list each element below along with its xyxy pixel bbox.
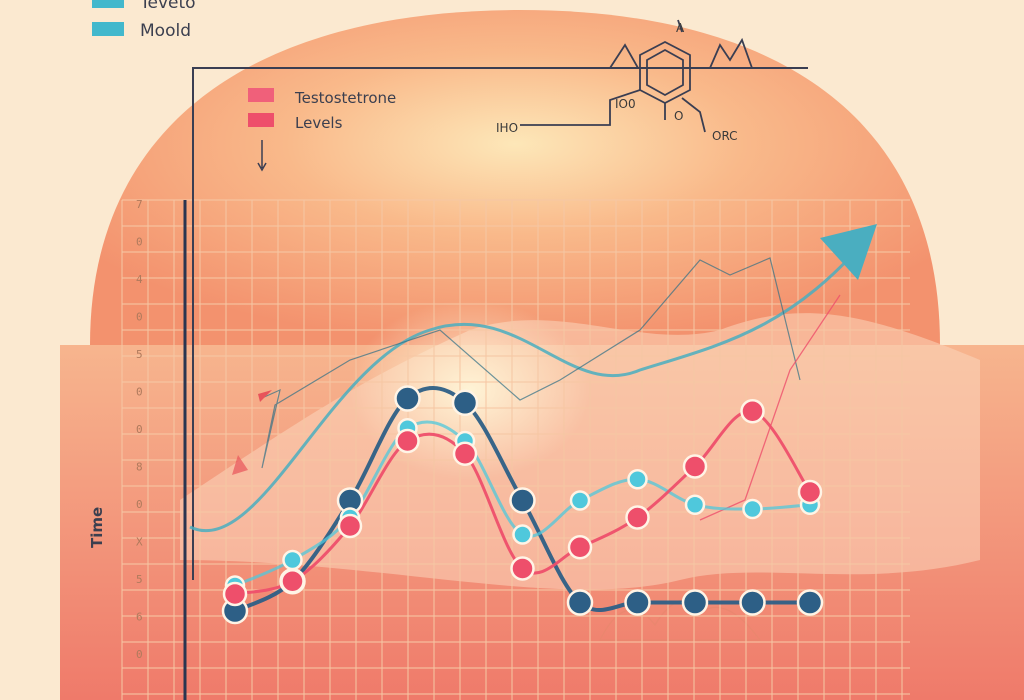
data-point-teveto [742,498,763,520]
molecule-diagram [520,19,753,133]
data-point-moold [739,589,766,616]
data-point-testostetrone [452,441,478,466]
molecule-label-top: A [676,21,685,35]
molecule-bond-left [520,89,641,126]
data-point-testostetrone [625,505,650,530]
data-point-moold [509,487,536,514]
y-tick-label: 0 [136,311,143,324]
y-axis-label: Time [88,507,106,548]
molecule-label-orc: ORC [712,129,738,143]
data-point-testostetrone [567,535,593,560]
data-point-moold [394,385,421,412]
y-tick-label: 0 [136,236,143,249]
data-point-testostetrone [280,569,305,594]
legend-label-moold: Moold [140,21,191,41]
legend-label-teveto: Teveto [139,0,196,13]
y-tick-label: 5 [136,348,143,361]
legend-swatch-levels [248,113,274,127]
legend: Teveto Moold Testostetrone Levels [92,0,396,132]
y-tick-label: 0 [136,386,143,399]
data-point-moold [681,589,709,616]
molecule-label-o: O [674,109,683,123]
data-point-testostetrone [797,479,823,505]
y-tick-label: 5 [136,573,143,586]
data-point-moold [451,389,479,416]
y-tick-label: 8 [136,461,143,474]
data-point-moold [624,589,651,616]
y-tick-label: 7 [136,198,143,211]
y-tick-label: 0 [136,423,143,436]
y-tick-label: X [136,536,143,549]
data-point-teveto [512,524,533,545]
data-point-teveto [684,494,706,515]
sun-circle [90,10,940,345]
data-point-testostetrone [510,556,535,581]
trend-arrow [189,234,872,532]
y-tick-label: 6 [136,611,143,624]
data-point-teveto [569,490,591,511]
data-point-testostetrone [222,581,248,607]
y-tick-labels: 7 0 4 0 5 0 0 8 0 X 5 6 0 [136,198,143,661]
accent-marker [258,390,272,402]
data-point-moold [796,589,824,616]
axis-frame [192,67,808,580]
legend-swatch-moold [92,22,124,36]
data-point-testostetrone [682,454,708,479]
data-point-testostetrone [395,428,420,454]
series-group [221,385,824,625]
molecule-bond-right [681,97,706,133]
y-tick-label: 0 [136,648,143,661]
data-point-teveto [627,469,648,490]
data-point-testostetrone [740,399,765,424]
benzene-inner-ring [646,48,684,97]
accent-marker-2 [232,455,248,475]
accent-line-dark [261,257,801,469]
data-point-moold [566,589,594,616]
trend-arrowhead-icon [820,224,877,280]
legend-swatch-testosterone [248,88,274,102]
y-tick-label: 0 [136,498,143,511]
data-point-teveto [282,549,303,571]
molecule-label-iho: IHO [496,121,518,135]
y-tick-label: 4 [136,273,143,286]
grid [121,199,910,700]
molecule-bond-top [677,19,683,33]
down-arrow-icon [257,140,267,172]
data-point-testostetrone [337,513,363,539]
legend-label-levels: Levels [295,114,343,132]
legend-swatch-teveto [92,0,124,8]
legend-label-testosterone: Testostetrone [294,89,396,107]
molecule-chain-right [690,37,753,69]
molecule-label-io: IO0 [615,97,636,111]
molecule-chain-left [609,43,639,69]
